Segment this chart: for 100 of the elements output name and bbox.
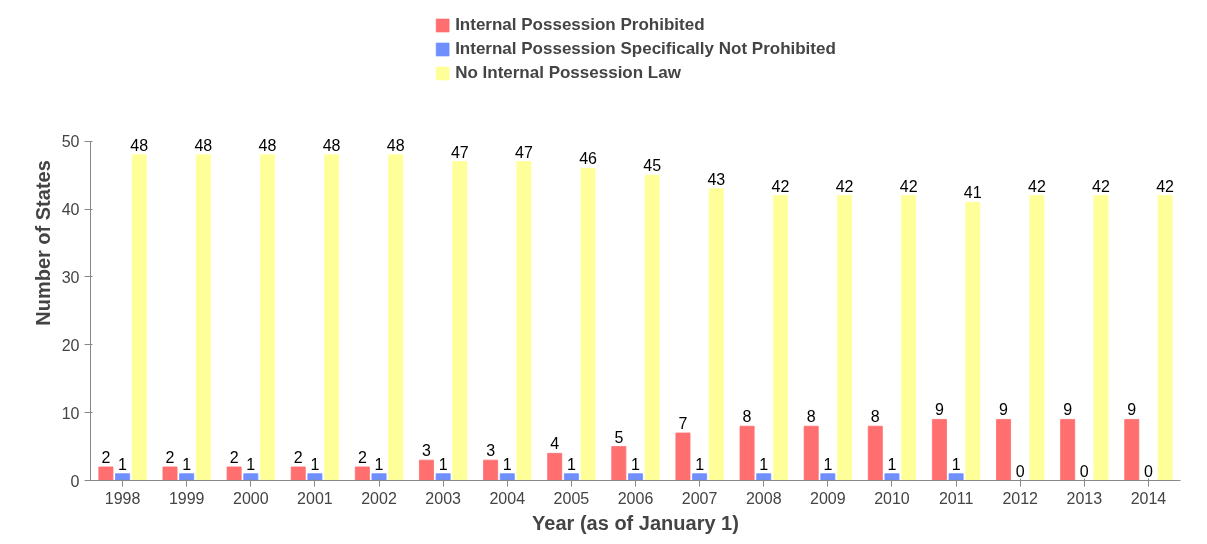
x-tick-label: 2005 bbox=[553, 489, 590, 507]
data-label: 9 bbox=[1127, 401, 1137, 419]
x-tick-label: 1999 bbox=[168, 489, 205, 507]
bar bbox=[1124, 419, 1140, 481]
x-tick-label: 2011 bbox=[938, 489, 974, 507]
data-label: 42 bbox=[771, 177, 790, 195]
data-label: 3 bbox=[422, 442, 432, 460]
data-label: 1 bbox=[502, 455, 512, 473]
bar bbox=[867, 425, 883, 481]
bar bbox=[324, 154, 340, 481]
bar bbox=[692, 473, 708, 481]
x-tick-label: 2003 bbox=[425, 489, 462, 507]
bar bbox=[772, 195, 788, 481]
bar bbox=[388, 154, 404, 481]
data-label: 42 bbox=[835, 177, 854, 195]
bar bbox=[965, 201, 981, 481]
y-axis-title: Number of States bbox=[31, 160, 54, 326]
bar bbox=[419, 459, 434, 481]
bar bbox=[260, 154, 275, 481]
data-label: 1 bbox=[759, 455, 769, 473]
bar bbox=[547, 452, 563, 481]
data-label: 0 bbox=[1015, 462, 1025, 480]
bar bbox=[179, 473, 195, 481]
data-label: 1 bbox=[566, 455, 576, 473]
bar bbox=[644, 174, 660, 481]
bar bbox=[371, 473, 387, 481]
x-tick-label: 2000 bbox=[233, 489, 269, 507]
x-tick-label: 2014 bbox=[1130, 489, 1167, 507]
data-label: 2 bbox=[229, 448, 239, 466]
bar bbox=[1060, 419, 1076, 481]
bar bbox=[452, 161, 468, 481]
bar bbox=[996, 419, 1011, 481]
legend-label: Internal Possession Prohibited bbox=[455, 15, 705, 35]
bar bbox=[756, 473, 772, 481]
data-label: 8 bbox=[806, 408, 816, 426]
data-label: 1 bbox=[887, 455, 897, 473]
bar bbox=[226, 466, 242, 481]
data-label: 0 bbox=[1079, 462, 1089, 480]
x-tick-label: 2012 bbox=[1002, 489, 1039, 507]
data-label: 1 bbox=[438, 455, 448, 473]
bar bbox=[499, 473, 515, 481]
data-label: 1 bbox=[246, 455, 256, 473]
bar bbox=[931, 419, 947, 481]
data-label: 1 bbox=[118, 455, 128, 473]
data-label: 2 bbox=[101, 448, 111, 466]
x-axis-title: Year (as of January 1) bbox=[532, 511, 739, 534]
bar bbox=[354, 466, 370, 481]
data-label: 48 bbox=[258, 136, 277, 154]
y-tick-label: 20 bbox=[61, 336, 80, 354]
data-label: 8 bbox=[870, 408, 880, 426]
bar bbox=[837, 195, 852, 481]
data-label: 43 bbox=[707, 170, 726, 188]
x-tick-label: 2013 bbox=[1066, 489, 1103, 507]
x-tick-label: 2010 bbox=[874, 489, 910, 507]
data-label: 42 bbox=[899, 177, 918, 195]
data-label: 3 bbox=[486, 442, 496, 460]
bar bbox=[435, 473, 451, 481]
bar bbox=[98, 466, 114, 481]
bar bbox=[675, 432, 691, 481]
data-label: 45 bbox=[643, 157, 662, 175]
y-tick-label: 30 bbox=[61, 268, 80, 286]
bar bbox=[901, 195, 917, 481]
legend-label: Internal Possession Specifically Not Prohibited bbox=[455, 39, 836, 59]
data-label: 1 bbox=[310, 455, 320, 473]
y-tick-label: 50 bbox=[61, 133, 80, 151]
y-tick-label: 40 bbox=[61, 201, 80, 219]
bar bbox=[307, 473, 323, 481]
x-tick-label: 2001 bbox=[297, 489, 333, 507]
data-label: 7 bbox=[678, 415, 688, 432]
bar bbox=[628, 473, 643, 481]
data-label: 1 bbox=[695, 455, 705, 473]
data-label: 9 bbox=[999, 401, 1009, 419]
bar bbox=[803, 425, 819, 481]
bar bbox=[948, 473, 964, 481]
data-label: 42 bbox=[1092, 177, 1110, 195]
data-label: 9 bbox=[934, 401, 944, 419]
data-label: 42 bbox=[1156, 177, 1175, 195]
data-label: 1 bbox=[631, 455, 641, 473]
data-label: 1 bbox=[374, 455, 384, 473]
x-tick-label: 2006 bbox=[617, 489, 654, 507]
data-label: 41 bbox=[963, 184, 982, 202]
x-tick-label: 2009 bbox=[810, 489, 846, 507]
bar bbox=[563, 473, 579, 481]
data-label: 48 bbox=[386, 136, 405, 154]
bar bbox=[884, 473, 900, 481]
data-label: 48 bbox=[194, 136, 213, 154]
x-tick-label: 2008 bbox=[745, 489, 782, 507]
data-label: 47 bbox=[450, 143, 469, 161]
bar bbox=[1029, 195, 1045, 481]
data-label: 8 bbox=[742, 408, 752, 426]
bar bbox=[115, 473, 131, 481]
data-label: 5 bbox=[614, 428, 624, 446]
y-tick-label: 10 bbox=[61, 404, 80, 422]
bar bbox=[290, 466, 306, 481]
data-label: 0 bbox=[1143, 462, 1153, 480]
bar bbox=[739, 425, 755, 481]
x-tick-label: 1998 bbox=[104, 489, 141, 507]
bar bbox=[243, 473, 259, 481]
bar bbox=[611, 446, 627, 481]
data-label: 2 bbox=[165, 448, 175, 466]
